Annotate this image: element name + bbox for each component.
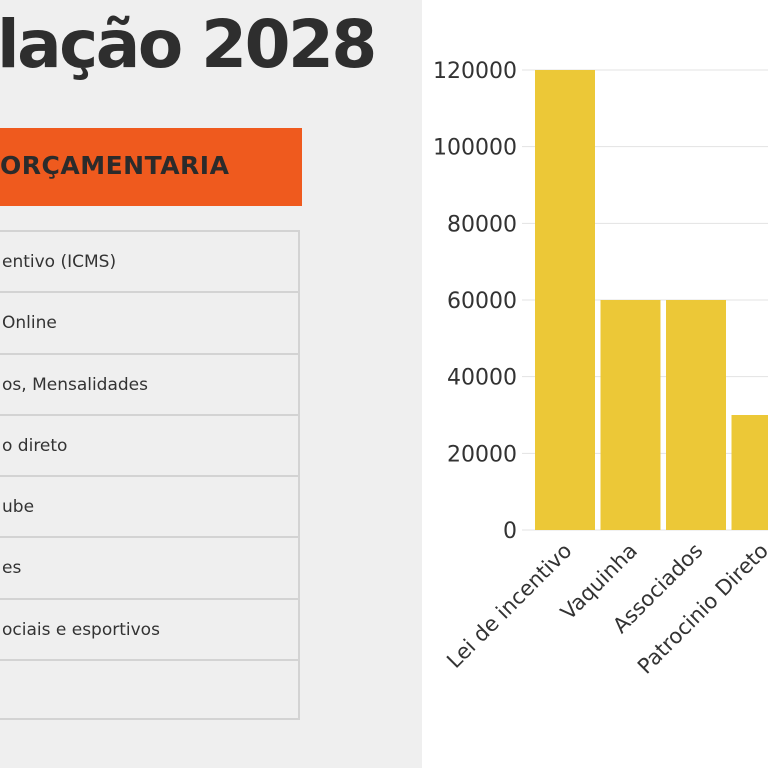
budget-panel: lação 2028 ORÇAMENTARIA entivo (ICMS) On…	[0, 6, 378, 720]
table-row: es	[0, 538, 298, 600]
y-tick-label: 0	[503, 519, 517, 544]
y-tick-label: 20000	[447, 442, 517, 467]
bar-patrocinio-direto	[731, 415, 768, 530]
row-label: es	[2, 558, 22, 579]
bar-associados	[666, 300, 726, 530]
table-row: ube	[0, 477, 298, 539]
budget-table: entivo (ICMS) Online os, Mensalidades o …	[0, 230, 300, 720]
row-label: os, Mensalidades	[2, 374, 149, 395]
bar-lei-de-incentivo	[535, 70, 595, 530]
row-label: entivo (ICMS)	[2, 252, 117, 272]
table-row: os, Mensalidades	[0, 355, 298, 416]
y-tick-label: 60000	[447, 289, 517, 314]
bar-vaquinha	[600, 300, 661, 530]
y-tick-label: 40000	[447, 366, 517, 391]
x-tick-label: Lei de incentivo	[442, 539, 576, 673]
table-row	[0, 661, 298, 722]
table-row: o direto	[0, 416, 298, 477]
section-banner: ORÇAMENTARIA	[0, 128, 302, 206]
y-tick-label: 120000	[433, 59, 517, 84]
row-label: ube	[2, 497, 35, 517]
row-label: Online	[2, 313, 57, 334]
y-tick-label: 100000	[433, 136, 517, 161]
row-label: o direto	[2, 435, 68, 456]
chart-panel: 0 20000 40000 60000 80000 100000 120000 Lei de …	[422, 0, 768, 768]
bar-chart: 0 20000 40000 60000 80000 100000 120000 Lei de …	[433, 59, 768, 679]
section-banner-label: ORÇAMENTARIA	[0, 151, 230, 180]
y-tick-label: 80000	[447, 212, 517, 237]
table-row: entivo (ICMS)	[0, 232, 298, 294]
row-label: ociais e esportivos	[2, 619, 160, 640]
page-title: lação 2028	[0, 6, 377, 83]
table-row: Online	[0, 293, 298, 355]
table-row: ociais e esportivos	[0, 600, 298, 661]
